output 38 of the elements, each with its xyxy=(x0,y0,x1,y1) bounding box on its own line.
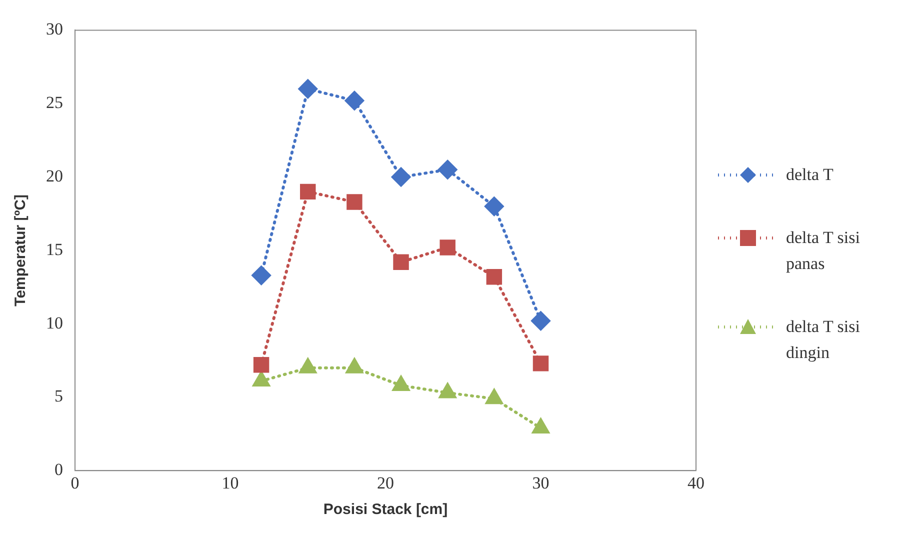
y-tick-label: 20 xyxy=(46,166,63,186)
x-axis-title: Posisi Stack [cm] xyxy=(323,501,448,518)
point xyxy=(346,358,363,374)
point xyxy=(393,254,409,270)
y-axis-title: Temperatur [ºC] xyxy=(12,194,30,306)
y-tick-label: 15 xyxy=(46,240,63,259)
point xyxy=(253,357,270,373)
point xyxy=(298,79,318,98)
y-tick-label: 30 xyxy=(46,20,63,39)
point xyxy=(438,160,458,180)
y-tick-label: 5 xyxy=(54,386,63,406)
point xyxy=(392,168,411,186)
point xyxy=(486,268,502,285)
point xyxy=(344,91,364,110)
point xyxy=(252,266,271,285)
x-tick-label: 10 xyxy=(222,473,239,492)
y-tick-label: 0 xyxy=(54,460,63,480)
point xyxy=(300,184,316,200)
point xyxy=(346,194,362,210)
point xyxy=(531,311,550,330)
y-tick-label: 10 xyxy=(46,313,63,332)
point xyxy=(252,372,270,387)
x-tick-label: 0 xyxy=(70,473,80,492)
x-tick-label: 20 xyxy=(377,473,394,492)
point xyxy=(484,196,504,216)
legend-label: delta T xyxy=(786,164,834,186)
point xyxy=(486,389,503,404)
point xyxy=(532,356,549,372)
point xyxy=(440,240,456,256)
x-tick-label: 40 xyxy=(688,473,704,492)
legend-label: delta T sisi dingin xyxy=(786,316,861,364)
x-tick-label: 30 xyxy=(532,473,550,492)
point xyxy=(532,418,550,434)
point xyxy=(439,383,456,398)
legend-label: delta T sisi panas xyxy=(786,227,861,275)
point xyxy=(299,358,316,374)
point xyxy=(392,376,410,391)
y-tick-label: 25 xyxy=(46,93,63,112)
